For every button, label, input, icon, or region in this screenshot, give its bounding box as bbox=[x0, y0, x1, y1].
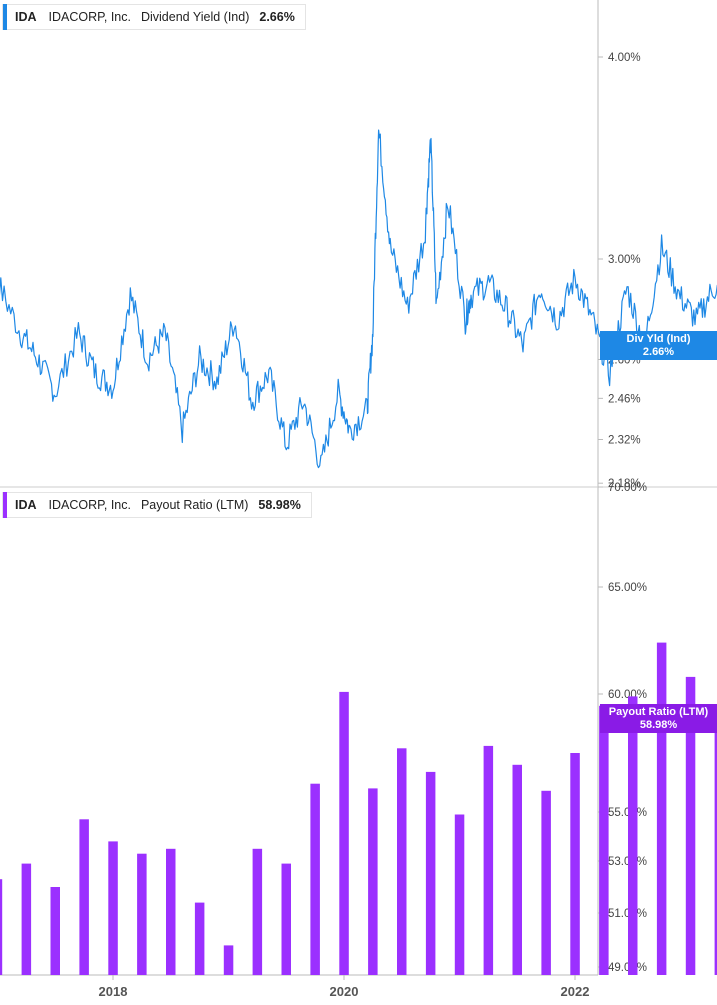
payout-ratio-bar bbox=[512, 764, 522, 975]
bottom-legend-metric: Payout Ratio (LTM) bbox=[140, 498, 249, 512]
top-legend-metric: Dividend Yield (Ind) bbox=[140, 10, 250, 24]
bottom-flag-value: 58.98% bbox=[639, 719, 678, 731]
top-value-flag: Div Yld (Ind) 2.66% bbox=[600, 331, 717, 360]
bottom-y-tick-label: 65.00% bbox=[608, 582, 647, 594]
bottom-legend-company: IDACORP, Inc. bbox=[48, 498, 131, 512]
top-y-tick-label: 4.00% bbox=[608, 52, 641, 64]
payout-ratio-bar bbox=[79, 819, 89, 975]
payout-ratio-bar bbox=[310, 783, 320, 975]
bottom-legend-swatch bbox=[3, 492, 7, 518]
payout-ratio-bar bbox=[628, 696, 638, 975]
payout-ratio-bar bbox=[685, 676, 696, 975]
payout-ratio-bar bbox=[541, 790, 551, 975]
x-tick-label: 2022 bbox=[561, 984, 590, 999]
payout-ratio-bar bbox=[252, 848, 263, 976]
payout-ratio-bar bbox=[714, 705, 717, 975]
payout-ratio-bar bbox=[483, 745, 494, 975]
top-legend-company: IDACORP, Inc. bbox=[48, 10, 131, 24]
top-flag-label: Div Yld (Ind) bbox=[626, 333, 691, 345]
payout-ratio-bar bbox=[368, 788, 378, 975]
payout-ratio-bar bbox=[50, 887, 60, 975]
top-plot-area bbox=[0, 129, 717, 469]
bottom-flag-label: Payout Ratio (LTM) bbox=[608, 706, 709, 718]
top-legend[interactable]: IDA IDACORP, Inc. Dividend Yield (Ind) 2… bbox=[2, 4, 306, 30]
bottom-legend-ticker: IDA bbox=[15, 498, 37, 512]
bottom-legend-value: 58.98% bbox=[258, 498, 301, 512]
bottom-value-flag: Payout Ratio (LTM) 58.98% bbox=[600, 704, 717, 733]
payout-ratio-bar bbox=[137, 853, 147, 975]
top-y-tick-label: 2.32% bbox=[608, 434, 641, 446]
top-y-tick-label: 3.00% bbox=[608, 254, 641, 266]
bottom-legend[interactable]: IDA IDACORP, Inc. Payout Ratio (LTM) 58.… bbox=[2, 492, 312, 518]
payout-ratio-bar bbox=[397, 748, 407, 975]
payout-ratio-bar bbox=[570, 753, 580, 975]
bottom-plot-area bbox=[0, 642, 717, 976]
top-legend-value: 2.66% bbox=[259, 10, 295, 24]
payout-ratio-bar bbox=[599, 705, 609, 975]
x-tick-label: 2020 bbox=[330, 984, 359, 999]
payout-ratio-bar bbox=[166, 848, 176, 976]
bottom-y-tick-label: 60.00% bbox=[608, 689, 647, 701]
payout-ratio-bar bbox=[281, 863, 291, 975]
top-y-tick-label: 2.18% bbox=[608, 478, 641, 490]
top-legend-ticker: IDA bbox=[15, 10, 37, 24]
dividend-yield-line bbox=[0, 129, 717, 469]
bottom-y-tick-label: 55.00% bbox=[608, 807, 647, 819]
bottom-y-tick-label: 70.00% bbox=[608, 482, 647, 494]
top-y-tick-label: 2.46% bbox=[608, 393, 641, 405]
payout-ratio-bar bbox=[454, 814, 465, 975]
bottom-y-tick-label: 53.00% bbox=[608, 856, 647, 868]
payout-ratio-bar bbox=[339, 691, 349, 975]
payout-ratio-bar bbox=[21, 863, 32, 975]
payout-ratio-bar bbox=[0, 879, 3, 975]
bottom-y-tick-label: 51.00% bbox=[608, 908, 647, 920]
bottom-y-tick-label: 49.00% bbox=[608, 962, 647, 974]
top-flag-value: 2.66% bbox=[642, 346, 675, 358]
payout-ratio-bar bbox=[425, 771, 436, 975]
payout-ratio-bar bbox=[194, 902, 205, 975]
x-tick-label: 2018 bbox=[99, 984, 128, 999]
x-axis: 20182020202220242026 bbox=[99, 975, 590, 999]
payout-ratio-bar bbox=[223, 945, 234, 975]
payout-ratio-bar bbox=[108, 841, 118, 975]
payout-ratio-bar bbox=[656, 642, 667, 975]
top-legend-swatch bbox=[3, 4, 7, 30]
